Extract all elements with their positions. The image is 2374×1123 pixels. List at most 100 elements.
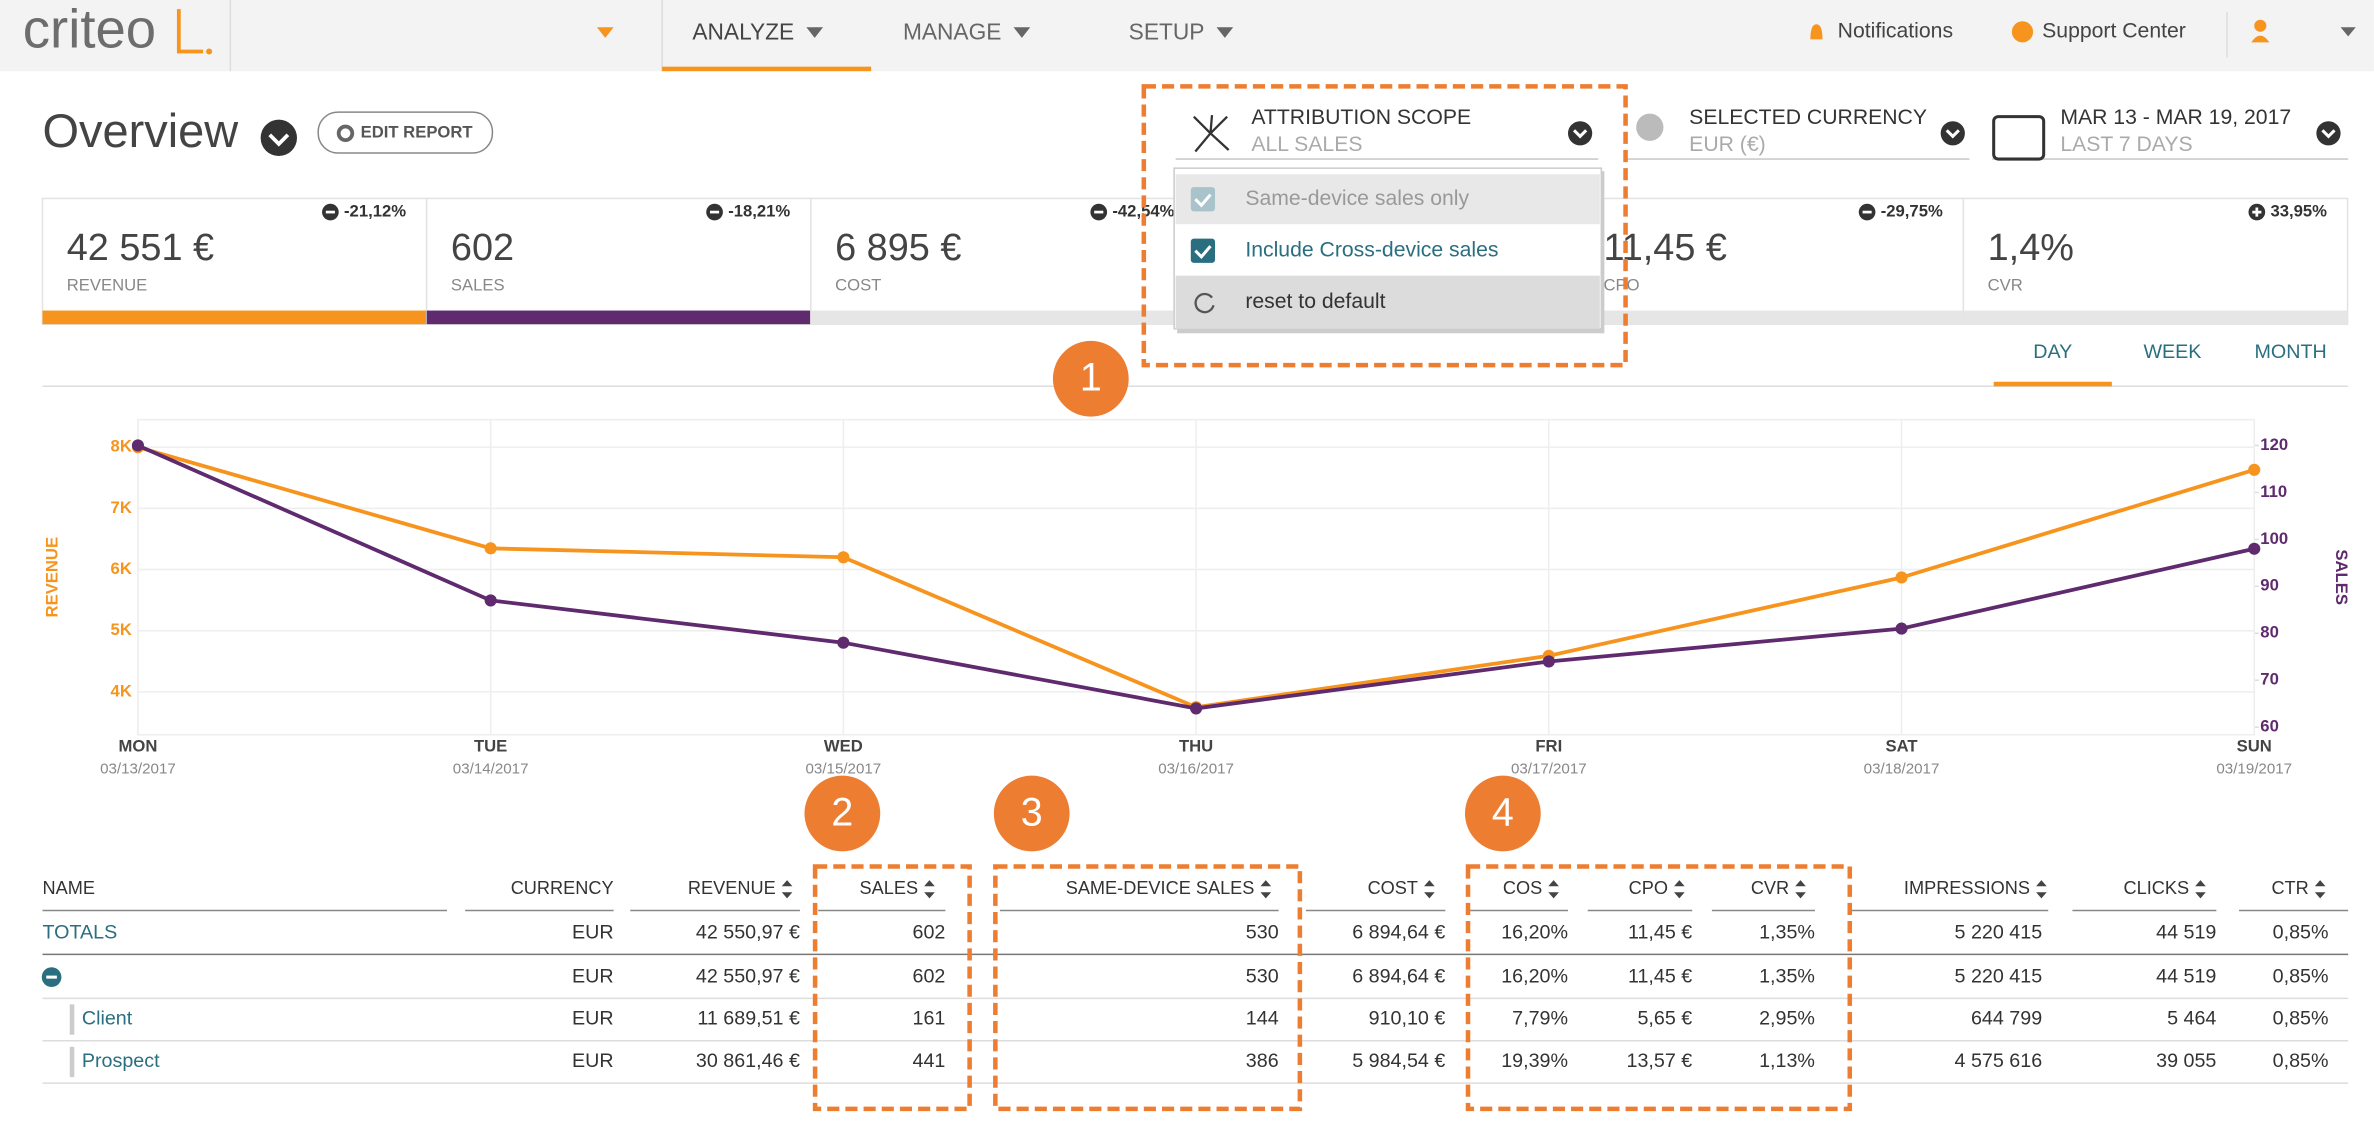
column-header[interactable]: CURRENCY [511, 878, 614, 898]
table-cell: 644 799 [1971, 1008, 2042, 1030]
nav-item[interactable]: ANALYZE [692, 18, 794, 44]
column-header[interactable]: CLICKS [2124, 878, 2190, 898]
table-cell: 39 055 [2156, 1050, 2216, 1072]
row-name[interactable]: Prospect [82, 1050, 160, 1072]
selector-value: LAST 7 DAYS [2060, 133, 2192, 156]
column-header[interactable]: SALES [860, 878, 919, 898]
series-point [1190, 702, 1203, 715]
y-tick-label: 4K [111, 681, 132, 700]
table-cell: 602 [913, 921, 946, 943]
column-header[interactable]: COST [1368, 878, 1418, 898]
column-header[interactable]: CVR [1751, 878, 1789, 898]
table-cell: 11 689,51 € [697, 1008, 800, 1030]
edit-button[interactable] [317, 111, 494, 154]
column-header[interactable]: SAME-DEVICE SALES [1066, 878, 1255, 898]
edit-label[interactable]: EDIT REPORT [361, 123, 473, 142]
y-tick-label: 6K [111, 559, 132, 578]
kpi-label: CPO [1603, 276, 1639, 295]
sort-icon[interactable] [2314, 880, 2326, 899]
table-cell: 16,20% [1501, 965, 1568, 987]
dropdown-row[interactable] [1175, 174, 1600, 225]
sort-icon[interactable] [2036, 880, 2047, 899]
x-tick-date: 03/17/2017 [1511, 761, 1587, 778]
sort-icon[interactable] [924, 880, 935, 899]
y2-tick-label: 70 [2260, 670, 2279, 689]
annotation-badge [1052, 340, 1129, 417]
dropdown-option[interactable]: Include Cross-device sales [1245, 238, 1498, 261]
table-cell: 42 550,97 € [696, 921, 800, 943]
annotation-badge [1464, 775, 1541, 852]
title-caret[interactable] [260, 119, 297, 157]
checkmark [1194, 245, 1212, 260]
sort-icon[interactable] [781, 880, 793, 899]
sort-icon[interactable] [1260, 880, 1272, 899]
checkbox[interactable] [1190, 238, 1216, 263]
table-cell: 0,85% [2273, 1050, 2329, 1072]
table-cell: 44 519 [2156, 921, 2216, 943]
x-tick-label: SAT [1885, 736, 1917, 755]
x-tick-date: 03/13/2017 [100, 761, 176, 778]
sort-icon[interactable] [1424, 880, 1435, 899]
nav-item[interactable]: SETUP [1129, 18, 1205, 44]
table-cell: 441 [913, 1050, 946, 1072]
selector-label[interactable]: ATTRIBUTION SCOPE [1251, 106, 1471, 129]
series-point [2248, 542, 2261, 555]
table-cell: 44 519 [2156, 965, 2216, 987]
logo[interactable]: criteo [23, 0, 156, 60]
caret[interactable] [2340, 27, 2356, 37]
column-header[interactable]: NAME [42, 878, 94, 898]
sort-icon[interactable] [2195, 880, 2206, 899]
selector-label[interactable]: SELECTED CURRENCY [1689, 106, 1927, 129]
column-header[interactable]: IMPRESSIONS [1904, 878, 2030, 898]
dropdown-option[interactable]: reset to default [1245, 290, 1385, 313]
sort-icon[interactable] [1548, 880, 1559, 899]
support[interactable]: Support Center [2042, 19, 2186, 42]
table-cell: 11,45 € [1628, 921, 1692, 943]
caret[interactable] [596, 27, 614, 38]
user-icon[interactable] [2254, 19, 2267, 32]
period-tab[interactable]: WEEK [2143, 341, 2201, 363]
period-tab[interactable]: MONTH [2255, 341, 2327, 363]
checkbox[interactable] [1190, 187, 1216, 212]
annotation-number: 4 [1492, 790, 1514, 834]
dropdown-row[interactable] [1175, 225, 1600, 276]
notifications[interactable]: Notifications [1838, 19, 1953, 42]
column-header[interactable]: COS [1503, 878, 1542, 898]
annotation-number: 1 [1080, 356, 1102, 400]
table-cell: 2,95% [1759, 1008, 1815, 1030]
dropdown-row[interactable] [1175, 275, 1600, 329]
table-cell: 11,45 € [1628, 965, 1692, 987]
calendar-icon [1992, 115, 2046, 161]
column-header[interactable]: CPO [1629, 878, 1668, 898]
sort-icon[interactable] [1795, 880, 1806, 899]
kpi-bar [1579, 310, 1964, 325]
table-cell: EUR [572, 965, 614, 987]
table-cell: 7,79% [1512, 1008, 1568, 1030]
row-name[interactable]: Client [82, 1008, 133, 1030]
selector-caret[interactable] [1940, 121, 1965, 146]
kpi-value: 11,45 € [1603, 227, 1727, 269]
page-title: Overview [42, 104, 239, 157]
selector-label[interactable]: MAR 13 - MAR 19, 2017 [2060, 106, 2291, 129]
kpi-cell [425, 197, 812, 325]
selector-value: ALL SALES [1251, 133, 1362, 156]
selector-caret[interactable] [2316, 121, 2341, 146]
kpi-label: SALES [451, 276, 505, 295]
dropdown-option[interactable]: Same-device sales only [1245, 187, 1469, 210]
active-tab [662, 66, 872, 72]
row-name[interactable]: TOTALS [42, 921, 117, 943]
column-header[interactable]: REVENUE [688, 878, 776, 898]
series-point [484, 594, 497, 607]
period-tab[interactable]: DAY [2033, 341, 2072, 363]
kpi-value: 602 [451, 227, 514, 269]
selector-caret[interactable] [1567, 121, 1593, 146]
kpi-change: -42,54% [1112, 201, 1174, 220]
column-header[interactable]: CTR [2271, 878, 2308, 898]
kpi-bar [810, 310, 1196, 325]
nav-item[interactable]: MANAGE [903, 18, 1001, 44]
table-cell: 6 894,64 € [1352, 921, 1445, 943]
table-cell: 5 220 415 [1955, 921, 2043, 943]
sort-icon[interactable] [1674, 880, 1685, 899]
kpi-label: REVENUE [67, 276, 148, 295]
